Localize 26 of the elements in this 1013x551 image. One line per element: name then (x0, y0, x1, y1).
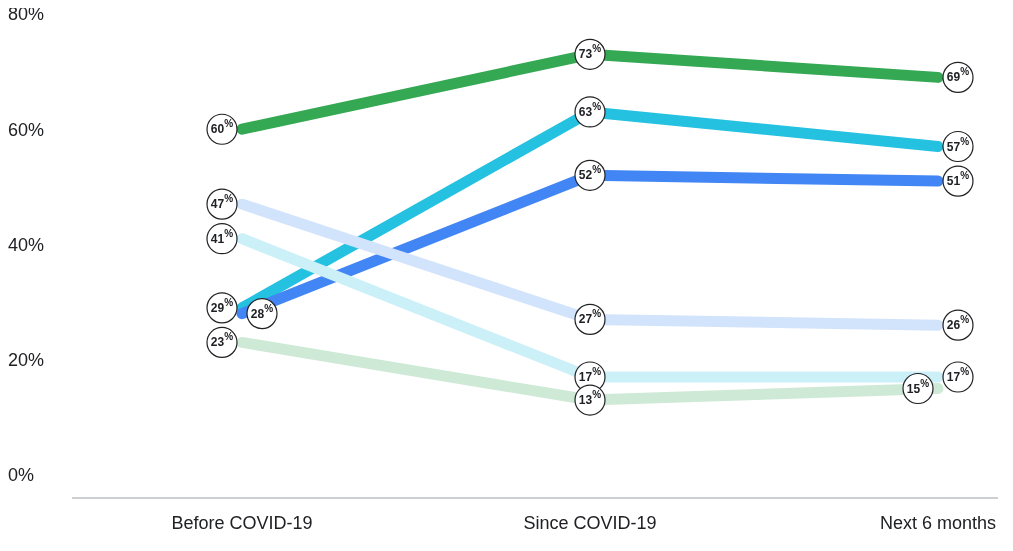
data-label: 63$^{%}$ (578, 100, 602, 119)
data-label: 15$^{%}$ (906, 377, 930, 396)
data-label: 41$^{%}$ (210, 227, 234, 246)
x-tick-label: Since COVID-19 (523, 512, 657, 533)
y-tick-label: 20% (8, 350, 45, 371)
data-label: 60$^{%}$ (210, 117, 234, 137)
data-label: 47$^{%}$ (210, 192, 234, 212)
y-tick-label: 60% (8, 119, 45, 140)
data-label: 28$^{%}$ (250, 302, 274, 321)
y-tick-label: 40% (8, 234, 45, 255)
data-label: 29$^{%}$ (210, 296, 234, 315)
y-tick-label: 80% (8, 4, 45, 25)
data-label: 26$^{%}$ (946, 313, 970, 333)
data-label: 73$^{%}$ (578, 42, 602, 62)
data-label: 13$^{%}$ (578, 388, 602, 408)
data-label: 57$^{%}$ (946, 135, 970, 154)
y-tick-label: 0% (8, 465, 35, 486)
data-label: 27$^{%}$ (578, 307, 602, 327)
x-tick-label: Next 6 months (879, 512, 997, 533)
data-label: 52$^{%}$ (578, 163, 602, 183)
x-tick-label: Before COVID-19 (171, 512, 313, 533)
data-label: 51$^{%}$ (946, 169, 970, 189)
data-label: 17$^{%}$ (946, 365, 970, 384)
data-label: 23$^{%}$ (210, 330, 234, 350)
data-label: 17$^{%}$ (578, 365, 602, 384)
data-label: 69$^{%}$ (946, 65, 970, 85)
